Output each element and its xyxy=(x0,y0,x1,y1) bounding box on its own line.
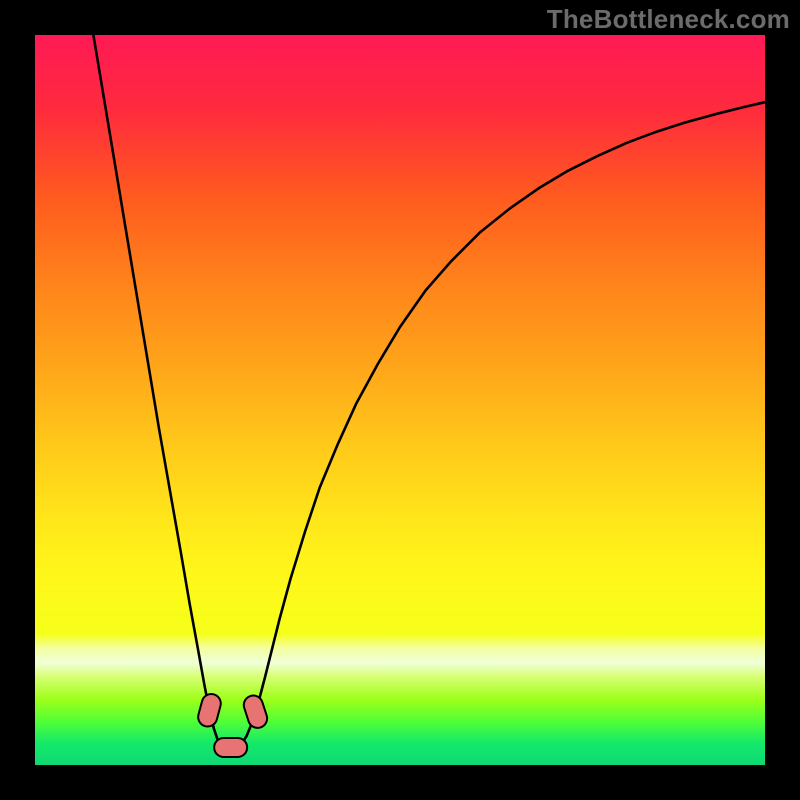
canvas-root: TheBottleneck.com xyxy=(0,0,800,800)
watermark-text: TheBottleneck.com xyxy=(547,4,790,35)
marker-capsule xyxy=(196,692,223,729)
bottleneck-curve xyxy=(93,35,765,749)
marker-capsule xyxy=(241,693,269,730)
marker-capsule xyxy=(214,738,247,757)
chart-overlay xyxy=(35,35,765,765)
plot-area xyxy=(35,35,765,765)
markers-group xyxy=(196,692,270,757)
